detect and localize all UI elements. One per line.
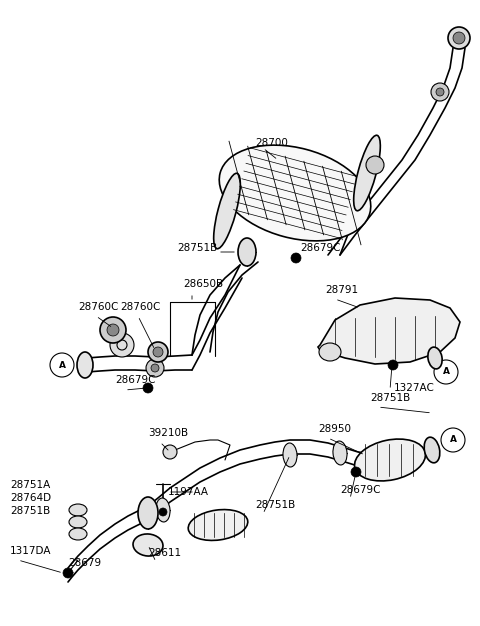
Circle shape — [163, 445, 177, 459]
Ellipse shape — [355, 439, 425, 481]
Text: 28751B: 28751B — [10, 506, 50, 516]
Circle shape — [159, 508, 167, 516]
Text: 1317DA: 1317DA — [10, 546, 51, 556]
Ellipse shape — [133, 534, 163, 556]
Ellipse shape — [424, 437, 440, 463]
Text: 1197AA: 1197AA — [168, 487, 209, 497]
Circle shape — [50, 353, 74, 377]
Ellipse shape — [138, 497, 158, 529]
Text: 1327AC: 1327AC — [394, 383, 435, 393]
Text: 28760C: 28760C — [120, 302, 160, 312]
Text: 28679: 28679 — [68, 558, 101, 568]
Circle shape — [153, 347, 163, 357]
Circle shape — [453, 32, 465, 44]
Circle shape — [291, 253, 301, 263]
Ellipse shape — [428, 347, 442, 369]
Text: 28950: 28950 — [318, 424, 351, 434]
Ellipse shape — [69, 528, 87, 540]
Ellipse shape — [69, 516, 87, 528]
Text: 28751A: 28751A — [10, 480, 50, 490]
Circle shape — [63, 568, 73, 578]
Text: 28751B: 28751B — [178, 243, 218, 253]
Circle shape — [107, 324, 119, 336]
Circle shape — [388, 360, 398, 370]
Circle shape — [110, 333, 134, 357]
Text: 28791: 28791 — [325, 285, 358, 295]
Ellipse shape — [354, 135, 380, 211]
Ellipse shape — [283, 443, 297, 467]
Ellipse shape — [77, 352, 93, 378]
Ellipse shape — [333, 441, 347, 465]
Text: 28751B: 28751B — [370, 393, 410, 403]
Text: 28679C: 28679C — [340, 485, 381, 495]
Text: 28679C: 28679C — [300, 243, 340, 253]
Ellipse shape — [219, 145, 371, 241]
Ellipse shape — [188, 510, 248, 540]
Text: A: A — [443, 367, 449, 376]
Circle shape — [143, 383, 153, 393]
Circle shape — [441, 428, 465, 452]
Circle shape — [448, 27, 470, 49]
Circle shape — [436, 88, 444, 96]
Circle shape — [151, 364, 159, 372]
Text: 39210B: 39210B — [148, 428, 188, 438]
Circle shape — [431, 83, 449, 101]
Text: 28760C: 28760C — [78, 302, 119, 312]
Ellipse shape — [69, 504, 87, 516]
Circle shape — [366, 156, 384, 174]
Circle shape — [148, 342, 168, 362]
Text: 28700: 28700 — [255, 138, 288, 148]
Circle shape — [100, 317, 126, 343]
Text: 28679C: 28679C — [115, 375, 156, 385]
Ellipse shape — [214, 173, 240, 249]
Polygon shape — [318, 298, 460, 364]
Circle shape — [146, 359, 164, 377]
Ellipse shape — [238, 238, 256, 266]
Text: 28611: 28611 — [148, 548, 181, 558]
Circle shape — [351, 467, 361, 477]
Text: A: A — [449, 436, 456, 444]
Circle shape — [434, 360, 458, 384]
Text: 28650B: 28650B — [183, 279, 223, 289]
Ellipse shape — [319, 343, 341, 361]
Text: 28764D: 28764D — [10, 493, 51, 503]
Text: A: A — [59, 361, 65, 369]
Ellipse shape — [156, 498, 170, 522]
Text: 28751B: 28751B — [255, 500, 295, 510]
